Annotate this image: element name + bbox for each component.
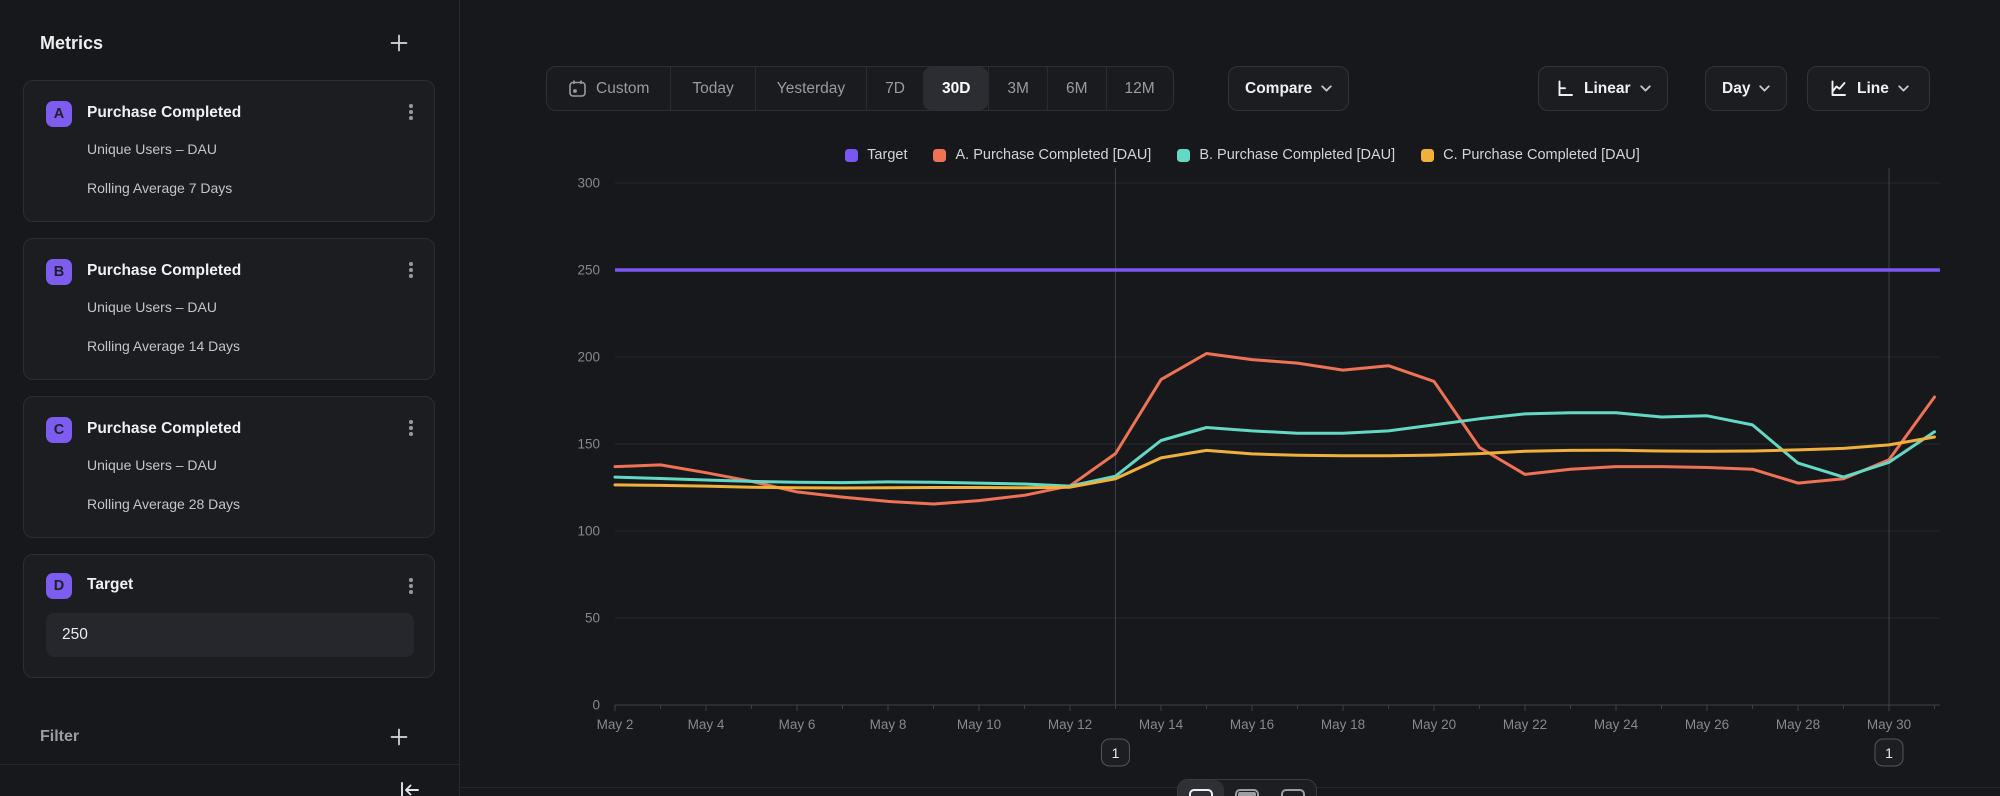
series-line [615, 413, 1935, 486]
range-option-yesterday[interactable]: Yesterday [755, 67, 866, 110]
range-option-12m[interactable]: 12M [1106, 67, 1173, 110]
x-axis-label: May 12 [1048, 717, 1092, 732]
metric-title: Purchase Completed [87, 104, 241, 122]
y-axis-label: 50 [585, 611, 600, 626]
metrics-section-title: Metrics [40, 33, 103, 54]
target-badge: D [46, 573, 72, 599]
linear-scale-icon [1555, 79, 1575, 98]
metric-card-b[interactable]: B Purchase Completed Unique Users – DAU … [23, 238, 435, 380]
metric-card-a[interactable]: A Purchase Completed Unique Users – DAU … [23, 80, 435, 222]
x-axis-label: May 26 [1685, 717, 1729, 732]
plus-icon [388, 726, 410, 748]
collapse-sidebar-button[interactable] [395, 780, 425, 796]
plus-icon [388, 32, 410, 54]
metric-measure: Unique Users – DAU [87, 141, 217, 157]
annotation-badge[interactable]: 1 [1102, 739, 1130, 766]
x-axis-label: May 6 [779, 717, 816, 732]
x-axis-label: May 14 [1139, 717, 1184, 732]
view-toggle [1177, 779, 1317, 796]
interval-select-button[interactable]: Day [1705, 66, 1787, 111]
metric-transform: Rolling Average 28 Days [87, 496, 240, 512]
target-card[interactable]: D Target [23, 554, 435, 678]
metric-card-c[interactable]: C Purchase Completed Unique Users – DAU … [23, 396, 435, 538]
collapse-sidebar-icon [397, 782, 423, 796]
metric-title: Purchase Completed [87, 420, 241, 438]
add-metric-button[interactable] [386, 30, 412, 56]
kebab-menu-icon[interactable] [402, 573, 420, 599]
y-axis-label: 250 [577, 263, 600, 278]
x-axis-label: May 20 [1412, 717, 1456, 732]
scale-label: Linear [1584, 80, 1631, 98]
x-axis-label: May 22 [1503, 717, 1547, 732]
compare-button[interactable]: Compare [1228, 66, 1349, 111]
kebab-menu-icon[interactable] [402, 257, 420, 283]
chevron-down-icon [1898, 85, 1909, 92]
range-option-today[interactable]: Today [670, 67, 754, 110]
range-option-custom[interactable]: Custom [547, 67, 670, 110]
range-option-30d[interactable]: 30D [923, 67, 988, 110]
series-line [615, 437, 1935, 488]
app-root: Metrics A Purchase Completed Unique User… [0, 0, 2000, 796]
metric-measure: Unique Users – DAU [87, 299, 217, 315]
x-axis-label: May 28 [1776, 717, 1820, 732]
y-axis-label: 150 [577, 437, 600, 452]
annotation-badge-label: 1 [1112, 745, 1120, 761]
filter-section-title: Filter [40, 728, 79, 746]
metric-badge: A [46, 101, 72, 127]
chevron-down-icon [1640, 85, 1651, 92]
x-axis-label: May 4 [688, 717, 725, 732]
interval-label: Day [1722, 80, 1750, 98]
chart-svg: 0 50 100 150 200 250 300 May 2 May 4 May 6 May 8 Ma… [540, 130, 2000, 796]
line-chart-icon [1828, 79, 1848, 98]
target-value-input[interactable] [46, 613, 414, 657]
y-axis-label: 100 [577, 524, 600, 539]
x-axis-label: May 18 [1321, 717, 1365, 732]
range-option-3m[interactable]: 3M [988, 67, 1047, 110]
kebab-menu-icon[interactable] [402, 99, 420, 125]
metric-badge: C [46, 417, 72, 443]
view-toggle-chart[interactable] [1178, 780, 1224, 796]
compare-label: Compare [1245, 80, 1312, 98]
metric-transform: Rolling Average 14 Days [87, 338, 240, 354]
table-view-icon [1281, 789, 1305, 796]
x-axis-label: May 8 [870, 717, 907, 732]
x-axis-label: May 16 [1230, 717, 1274, 732]
y-axis-label: 300 [577, 176, 600, 191]
metric-title: Purchase Completed [87, 262, 241, 280]
view-toggle-table[interactable] [1270, 780, 1316, 796]
scale-select-button[interactable]: Linear [1538, 66, 1668, 111]
metric-measure: Unique Users – DAU [87, 457, 217, 473]
range-option-7d[interactable]: 7D [866, 67, 923, 110]
y-axis-label: 0 [592, 698, 600, 713]
range-option-6m[interactable]: 6M [1047, 67, 1106, 110]
metric-transform: Rolling Average 7 Days [87, 180, 232, 196]
y-axis-label: 200 [577, 350, 600, 365]
x-axis-label: May 10 [957, 717, 1001, 732]
annotation-badge[interactable]: 1 [1875, 739, 1903, 766]
x-axis-label: May 30 [1867, 717, 1911, 732]
sidebar: Metrics A Purchase Completed Unique User… [0, 0, 460, 796]
chart-type-label: Line [1857, 80, 1889, 98]
add-filter-button[interactable] [386, 724, 412, 750]
x-axis-label: May 2 [597, 717, 634, 732]
kebab-menu-icon[interactable] [402, 415, 420, 441]
split-view-icon [1235, 789, 1259, 796]
chart-view-icon [1189, 789, 1213, 796]
date-range-selector: CustomTodayYesterday7D30D3M6M12M [546, 66, 1174, 111]
target-title: Target [87, 576, 133, 594]
x-axis-label: May 24 [1594, 717, 1639, 732]
view-toggle-split[interactable] [1224, 780, 1270, 796]
chart-type-select-button[interactable]: Line [1807, 66, 1930, 111]
chevron-down-icon [1759, 85, 1770, 92]
annotation-badge-label: 1 [1885, 745, 1893, 761]
chevron-down-icon [1321, 85, 1332, 92]
sidebar-divider [0, 764, 459, 765]
calendar-icon [568, 79, 587, 98]
metric-badge: B [46, 259, 72, 285]
